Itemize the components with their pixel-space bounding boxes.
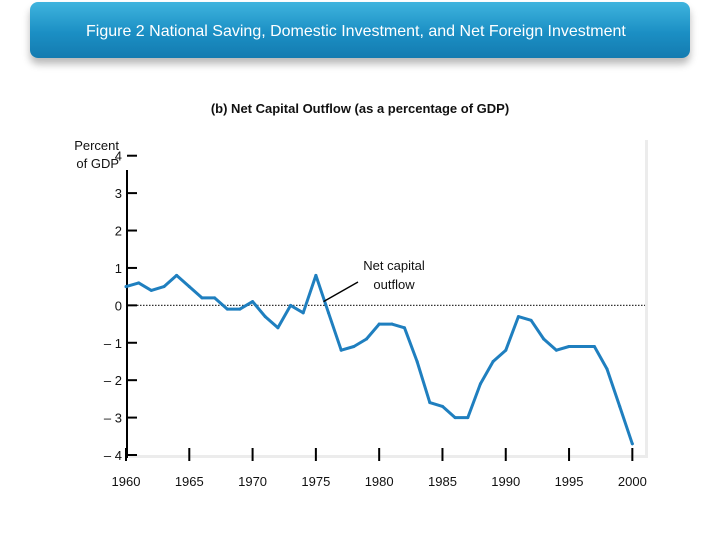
annotation-label-line2: outflow (373, 277, 415, 292)
data-point (137, 281, 141, 285)
data-point (504, 348, 508, 352)
x-tick-label: 1965 (175, 474, 204, 489)
data-point (592, 345, 596, 349)
data-point (415, 359, 419, 363)
y-tick-label: 0 (115, 298, 122, 313)
data-point (301, 311, 305, 315)
data-point (377, 322, 381, 326)
annotation-label-line1: Net capital (363, 258, 425, 273)
data-point (605, 367, 609, 371)
y-tick-label: 2 (115, 224, 122, 239)
data-point (289, 303, 293, 307)
y-tick-label: – 1 (104, 336, 122, 351)
data-point (276, 326, 280, 330)
plot-area (126, 137, 645, 455)
y-tick-label: 3 (115, 186, 122, 201)
copyright-notice: Copyright © 2004 South-Western (560, 518, 678, 527)
data-point (440, 404, 444, 408)
data-point (365, 337, 369, 341)
data-point (390, 322, 394, 326)
y-axis-label-line1: Percent (74, 138, 119, 153)
data-point (580, 345, 584, 349)
data-point (124, 285, 128, 289)
x-tick-label: 1985 (428, 474, 457, 489)
chart-subtitle: (b) Net Capital Outflow (as a percentage… (210, 101, 510, 116)
data-point (251, 300, 255, 304)
y-tick-label: – 4 (104, 448, 122, 463)
data-point (402, 326, 406, 330)
data-point (314, 273, 318, 277)
data-point (225, 307, 229, 311)
data-point (175, 273, 179, 277)
y-axis-label-line2: of GDP (76, 156, 119, 171)
data-point (542, 337, 546, 341)
x-tick-label: 1960 (112, 474, 141, 489)
data-point (339, 348, 343, 352)
x-tick-label: 1970 (238, 474, 267, 489)
data-point (263, 315, 267, 319)
data-point (478, 382, 482, 386)
x-tick-label: 1995 (555, 474, 584, 489)
y-tick-label: 4 (115, 149, 122, 164)
x-tick-label: 1975 (301, 474, 330, 489)
x-tick-label: 2000 (618, 474, 647, 489)
data-point (352, 345, 356, 349)
data-point (466, 416, 470, 420)
x-tick-label: 1980 (365, 474, 394, 489)
data-point (618, 404, 622, 408)
data-point (453, 416, 457, 420)
data-point (630, 442, 634, 446)
data-point (149, 288, 153, 292)
figure-title: Figure 2 National Saving, Domestic Inves… (86, 23, 626, 40)
data-point (162, 285, 166, 289)
data-point (554, 348, 558, 352)
data-point (187, 285, 191, 289)
data-point (516, 315, 520, 319)
data-point (428, 401, 432, 405)
title-banner: Figure 2 National Saving, Domestic Inves… (30, 2, 690, 58)
y-tick-label: – 2 (104, 373, 122, 388)
y-tick-label: 1 (115, 261, 122, 276)
data-point (200, 296, 204, 300)
data-point (529, 318, 533, 322)
y-tick-label: – 3 (104, 411, 122, 426)
data-point (238, 307, 242, 311)
x-tick-label: 1990 (491, 474, 520, 489)
annotation-pointer (323, 281, 359, 303)
data-point (213, 296, 217, 300)
data-point (491, 359, 495, 363)
data-point (567, 345, 571, 349)
data-point (327, 311, 331, 315)
